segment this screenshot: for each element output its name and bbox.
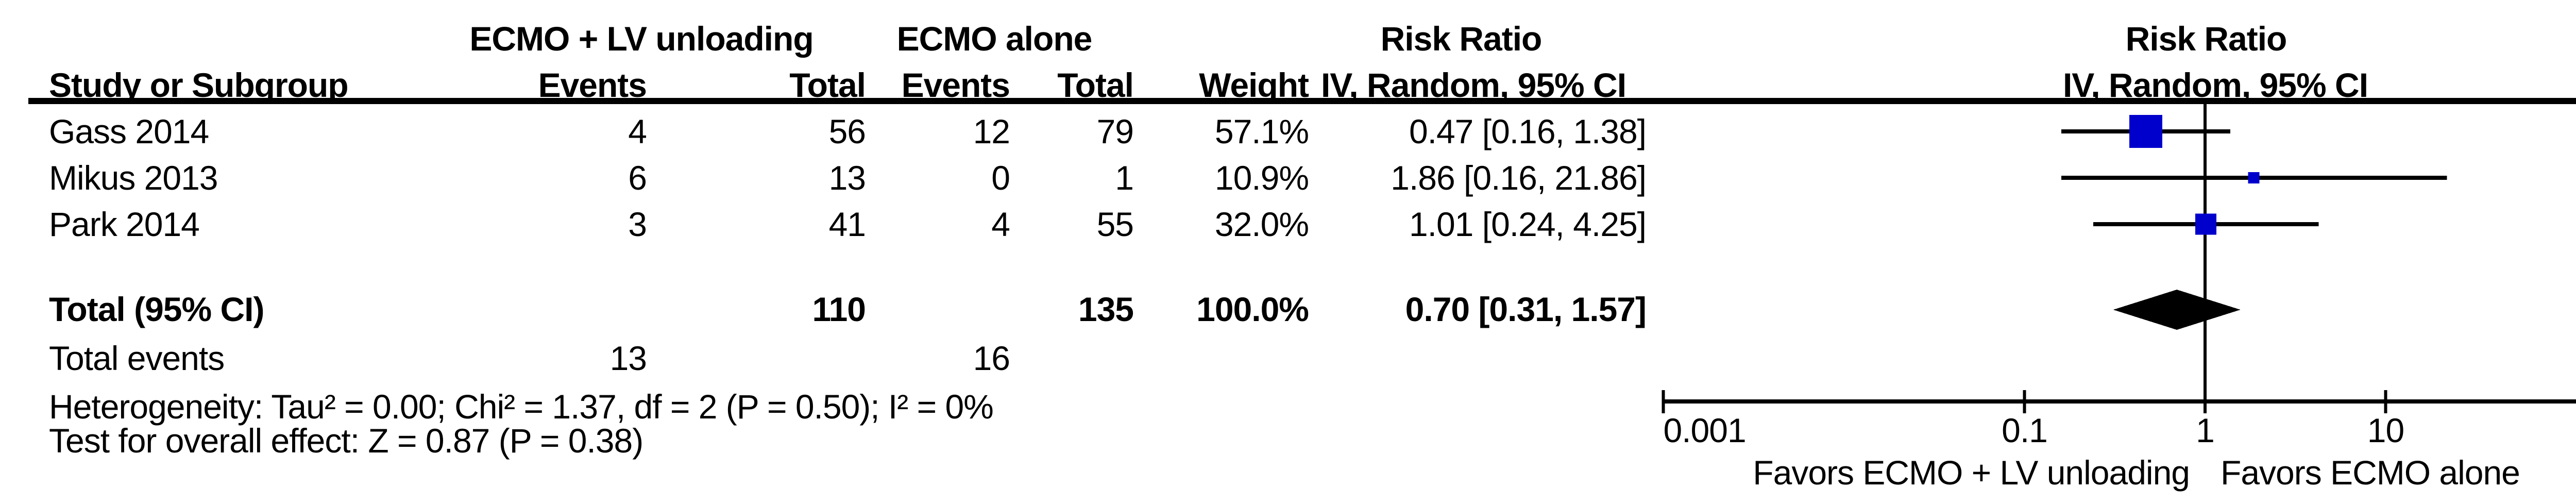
x-tick-3 — [2384, 390, 2387, 413]
treatment-group-header: ECMO + LV unloading — [469, 20, 814, 58]
study-label: Park 2014 — [49, 205, 200, 243]
col-header-effect-ci: IV, Random, 95% CI — [1320, 66, 1626, 104]
x-tick-label-2: 1 — [2196, 411, 2215, 449]
study-events1: 4 — [628, 112, 647, 150]
total-rr-ci: 0.70 [0.31, 1.57] — [1405, 290, 1647, 328]
plot-subtitle: IV, Random, 95% CI — [2062, 66, 2368, 104]
x-tick-0 — [1662, 390, 1665, 413]
heterogeneity-line: Heterogeneity: Tau² = 0.00; Chi² = 1.37,… — [49, 388, 994, 426]
summary-diamond — [2113, 290, 2241, 330]
study-rr-ci: 1.01 [0.24, 4.25] — [1409, 205, 1647, 243]
study-total2: 1 — [1115, 159, 1134, 197]
study-total1: 41 — [828, 205, 866, 243]
x-tick-label-1: 0.1 — [2002, 411, 2048, 449]
weight-square-2 — [2195, 213, 2217, 235]
effect-column-header: Risk Ratio — [1380, 20, 1543, 58]
x-axis-line — [1663, 399, 2576, 404]
total-weight: 100.0% — [1196, 290, 1309, 328]
study-events1: 6 — [628, 159, 647, 197]
x-tick-1 — [2023, 390, 2026, 413]
total-events2: 16 — [973, 339, 1010, 377]
study-events2: 12 — [973, 112, 1010, 150]
col-header-study: Study or Subgroup — [49, 66, 349, 104]
col-header-total-treat: Total — [789, 66, 866, 104]
study-total2: 79 — [1096, 112, 1134, 150]
study-weight: 57.1% — [1214, 112, 1309, 150]
col-header-events-ctrl: Events — [901, 66, 1010, 104]
col-header-weight: Weight — [1199, 66, 1309, 104]
study-rr-ci: 0.47 [0.16, 1.38] — [1409, 112, 1647, 150]
study-events2: 0 — [991, 159, 1010, 197]
study-weight: 10.9% — [1214, 159, 1309, 197]
total-total2: 135 — [1078, 290, 1134, 328]
weight-square-0 — [2129, 115, 2163, 148]
weight-square-1 — [2248, 172, 2260, 183]
total-events1: 13 — [609, 339, 647, 377]
total-events-label: Total events — [49, 339, 225, 377]
x-tick-label-0: 0.001 — [1663, 411, 1747, 449]
study-total1: 56 — [828, 112, 866, 150]
study-label: Gass 2014 — [49, 112, 209, 150]
x-tick-2 — [2204, 390, 2207, 413]
header-rule — [28, 98, 2576, 104]
study-events2: 4 — [991, 205, 1010, 243]
plot-title: Risk Ratio — [2125, 20, 2287, 58]
total-total1: 110 — [812, 290, 866, 328]
favors-treatment-label: Favors ECMO + LV unloading — [1753, 453, 2190, 492]
study-total2: 55 — [1096, 205, 1134, 243]
study-total1: 13 — [828, 159, 866, 197]
study-events1: 3 — [628, 205, 647, 243]
col-header-total-ctrl: Total — [1057, 66, 1134, 104]
control-group-header: ECMO alone — [896, 20, 1093, 58]
col-header-events-treat: Events — [538, 66, 647, 104]
study-weight: 32.0% — [1214, 205, 1309, 243]
study-rr-ci: 1.86 [0.16, 21.86] — [1391, 159, 1647, 197]
null-line — [2204, 104, 2207, 404]
favors-control-label: Favors ECMO alone — [2221, 453, 2520, 492]
study-label: Mikus 2013 — [49, 159, 218, 197]
x-tick-label-3: 10 — [2367, 411, 2404, 449]
overall-effect-line: Test for overall effect: Z = 0.87 (P = 0… — [49, 422, 643, 460]
total-label: Total (95% CI) — [49, 290, 264, 328]
